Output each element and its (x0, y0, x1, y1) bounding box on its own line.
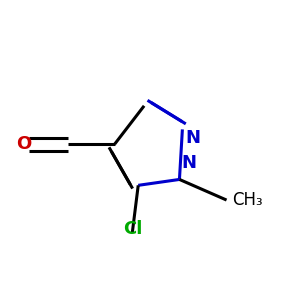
Text: CH₃: CH₃ (232, 191, 263, 209)
Text: O: O (16, 135, 31, 153)
Text: Cl: Cl (123, 220, 142, 238)
Text: N: N (181, 154, 196, 172)
Text: N: N (185, 129, 200, 147)
